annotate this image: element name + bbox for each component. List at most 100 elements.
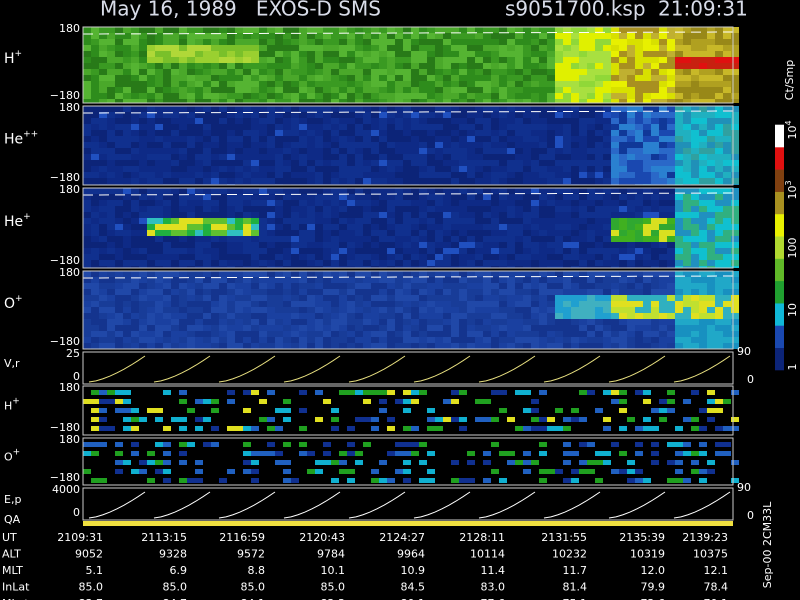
spectrogram-cell: [347, 33, 355, 39]
spectrogram-cell: [171, 188, 179, 194]
spectrogram-cell: [691, 242, 699, 248]
row-value: 8.8: [248, 564, 266, 577]
spectrogram-cell: [515, 69, 523, 75]
spectrogram-cell: [707, 160, 715, 166]
dashed-line: [82, 192, 734, 196]
spectrogram-cell: [547, 160, 555, 166]
spectrogram-cell: [115, 69, 123, 75]
spectrogram-cell: [699, 206, 707, 212]
spectrogram-cell: [187, 81, 195, 87]
spectrogram-cell: [443, 148, 451, 154]
spectrogram-cell: [387, 51, 395, 57]
spectrogram-cell: [283, 460, 291, 465]
spectrogram-cell: [587, 166, 595, 172]
spectrogram-cell: [315, 230, 323, 236]
spectrogram-cell: [411, 194, 419, 200]
spectrogram-cell: [139, 313, 147, 319]
spectrogram-cell: [483, 112, 491, 118]
spectrogram-cell: [683, 142, 691, 148]
spectrogram-cell: [275, 289, 283, 295]
spectrogram-cell: [691, 194, 699, 200]
spectrogram-cell: [291, 343, 299, 349]
spectrogram-cell: [235, 283, 243, 289]
spectrogram-cell: [659, 313, 667, 319]
spectrogram-cell: [603, 45, 611, 51]
spectrogram-cell: [651, 301, 659, 307]
spectrogram-cell: [83, 51, 91, 57]
spectrogram-cell: [379, 75, 387, 81]
spectrogram-cell: [451, 331, 459, 337]
spectrogram-cell: [91, 194, 99, 200]
spectrogram-cell: [475, 224, 483, 230]
spectrogram-cell: [419, 112, 427, 118]
spectrogram-cell: [187, 130, 195, 136]
spectrogram-cell: [211, 242, 219, 248]
spectrogram-cell: [475, 218, 483, 224]
spectrogram-cell: [435, 212, 443, 218]
spectrogram-cell: [659, 325, 667, 331]
spectrogram-cell: [219, 112, 227, 118]
spectrogram-cell: [635, 136, 643, 142]
spectrogram-cell: [339, 87, 347, 93]
spectrogram-cell: [227, 194, 235, 200]
spectrogram-cell: [243, 194, 251, 200]
spectrogram-cell: [451, 295, 459, 301]
spectrogram-cell: [531, 188, 539, 194]
spectrogram-cell: [395, 39, 403, 45]
spectrogram-cell: [579, 63, 587, 69]
spectrogram-cell: [603, 426, 611, 431]
spectrogram-cell: [411, 45, 419, 51]
spectrogram-cell: [707, 51, 715, 57]
spectrogram-cell: [539, 289, 547, 295]
spectrogram-cell: [691, 230, 699, 236]
spectrogram-cell: [659, 212, 667, 218]
spectrogram-cell: [667, 313, 675, 319]
spectrogram-cell: [451, 87, 459, 93]
spectrogram-cell: [579, 469, 587, 474]
spectrogram-cell: [707, 212, 715, 218]
spectrogram-cell: [443, 212, 451, 218]
spectrogram-cell: [683, 33, 691, 39]
spectrogram-cell: [155, 148, 163, 154]
spectrogram-cell: [123, 242, 131, 248]
spectrogram-cell: [403, 248, 411, 254]
spectrogram-cell: [715, 130, 723, 136]
spectrogram-cell: [411, 160, 419, 166]
spectrogram-cell: [139, 337, 147, 343]
spectrogram-cell: [435, 242, 443, 248]
spectrogram-cell: [675, 331, 683, 337]
spectrogram-cell: [403, 118, 411, 124]
spectrogram-cell: [651, 343, 659, 349]
spectrogram-cell: [587, 206, 595, 212]
spectrogram-cell: [683, 442, 691, 447]
spectrogram-cell: [347, 154, 355, 160]
spectrogram-cell: [611, 166, 619, 172]
spectrogram-cell: [547, 178, 555, 184]
spectrogram-cell: [323, 136, 331, 142]
spectrogram-cell: [147, 194, 155, 200]
spectrogram-cell: [587, 469, 595, 474]
spectrogram-cell: [611, 277, 619, 283]
spectrogram-cell: [323, 172, 331, 178]
spectrogram-cell: [627, 194, 635, 200]
spectrogram-cell: [627, 142, 635, 148]
spectrogram-cell: [547, 289, 555, 295]
spectrogram-cell: [427, 160, 435, 166]
spectrogram-cell: [435, 343, 443, 349]
spectrogram-cell: [179, 39, 187, 45]
spectrogram-cell: [683, 260, 691, 266]
spectrogram-cell: [515, 260, 523, 266]
spectrogram-cell: [731, 148, 739, 154]
spectrogram-cell: [571, 75, 579, 81]
spectrogram-cell: [163, 283, 171, 289]
spectrogram-cell: [123, 130, 131, 136]
spectrogram-cell: [371, 469, 379, 474]
spectrogram-cell: [259, 236, 267, 242]
spectrogram-cell: [507, 178, 515, 184]
spectrogram-cell: [179, 154, 187, 160]
spectrogram-cell: [299, 136, 307, 142]
spectrogram-cell: [187, 142, 195, 148]
spectrogram-cell: [507, 99, 515, 103]
spectrogram-cell: [579, 331, 587, 337]
spectrogram-cell: [83, 178, 91, 184]
